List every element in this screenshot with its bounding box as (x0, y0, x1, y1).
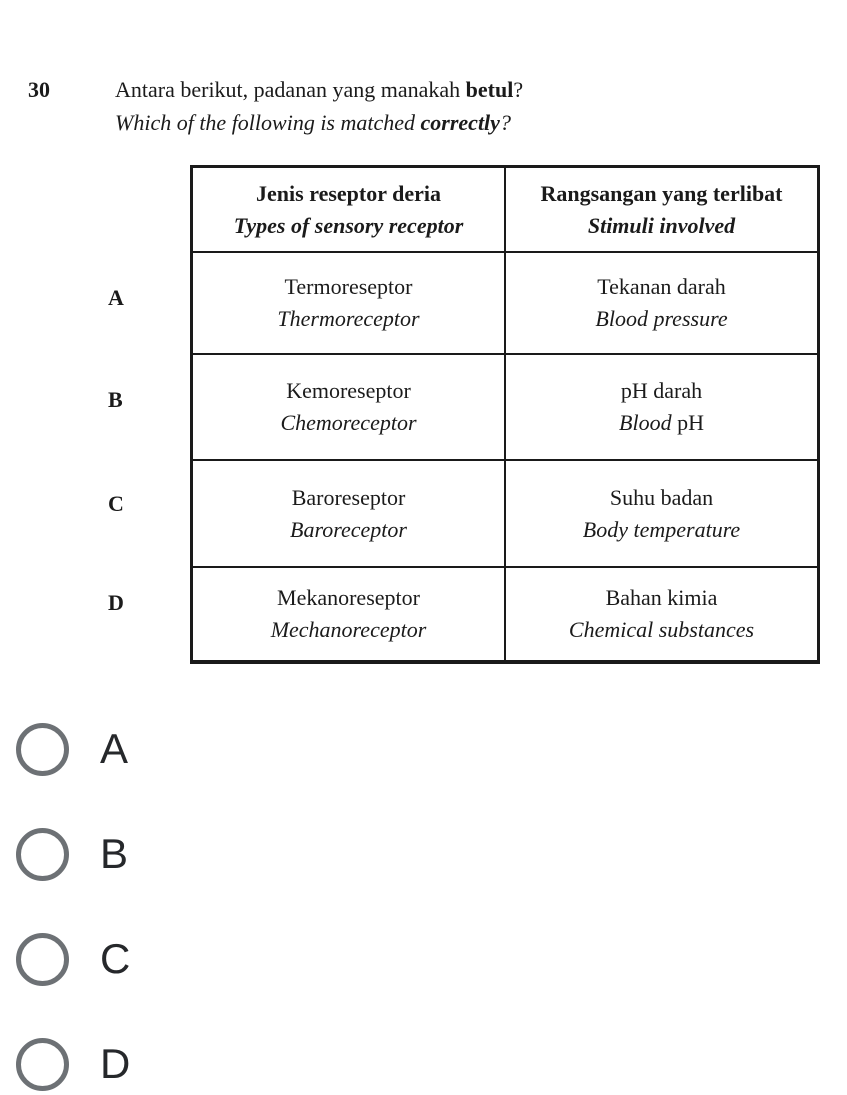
radio-button-d[interactable] (16, 1038, 69, 1091)
receptor-b-english: Chemoreceptor (280, 410, 417, 435)
table-row-letter-b: B (108, 387, 123, 412)
question-malay-post: ? (513, 77, 524, 102)
header-cell-stimulus: Rangsangan yang terlibat Stimuli involve… (504, 165, 820, 253)
header-cell-receptor: Jenis reseptor deria Types of sensory re… (190, 165, 506, 253)
stimulus-a-malay: Tekanan darah (597, 274, 726, 299)
option-b-label: B (100, 829, 129, 877)
question-malay-pre: Antara berikut, padanan yang manakah (115, 77, 466, 102)
stimulus-d-english: Chemical substances (568, 617, 755, 642)
header-receptor-english: Types of sensory receptor (233, 212, 464, 238)
table-row-letter-a: A (108, 285, 124, 310)
question-text-malay: Antara berikut, padanan yang manakah bet… (115, 73, 523, 106)
table-row-d: Mekanoreseptor Mechanoreceptor Bahan kim… (190, 566, 820, 663)
stimulus-d-malay: Bahan kimia (605, 585, 718, 610)
receptor-d-malay: Mekanoreseptor (277, 585, 420, 610)
table-row-c: Baroreseptor Baroreceptor Suhu badan Bod… (190, 459, 820, 568)
receptor-c-english: Baroreceptor (290, 516, 407, 542)
question-english-bold: correctly (420, 110, 500, 135)
receptor-a-english: Thermoreceptor (277, 306, 420, 331)
receptor-b-malay: Kemoreseptor (286, 378, 411, 403)
radio-button-c[interactable] (16, 933, 69, 986)
question-text-english: Which of the following is matched correc… (115, 106, 523, 139)
question-malay-bold: betul (465, 77, 514, 102)
table-row-letter-c: C (108, 491, 124, 516)
stimulus-a-english: Blood pressure (595, 306, 728, 331)
stimulus-c-malay: Suhu badan (609, 484, 714, 510)
option-c[interactable]: C (0, 933, 130, 986)
receptor-a-malay: Termoreseptor (284, 274, 413, 299)
header-stimulus-malay: Rangsangan yang terlibat (540, 180, 783, 206)
cell-receptor-b: Kemoreseptor Chemoreceptor (190, 353, 506, 461)
stimulus-c-english: Body temperature (582, 516, 741, 542)
stimulus-b-malay: pH darah (620, 378, 703, 403)
radio-button-b[interactable] (16, 828, 69, 881)
radio-button-a[interactable] (16, 723, 69, 776)
question-english-post: ? (499, 110, 511, 135)
question-text: Antara berikut, padanan yang manakah bet… (115, 73, 523, 139)
receptor-c-malay: Baroreseptor (291, 484, 406, 510)
option-c-label: C (100, 934, 131, 982)
cell-stimulus-d: Bahan kimia Chemical substances (504, 566, 820, 663)
stimulus-b-english-upright: pH (671, 410, 704, 435)
option-b[interactable]: B (0, 828, 130, 881)
cell-stimulus-b: pH darah Blood pH (504, 353, 820, 461)
cell-stimulus-a: Tekanan darah Blood pressure (504, 251, 820, 355)
option-a[interactable]: A (0, 723, 130, 776)
stimulus-b-english-italic: Blood (619, 410, 672, 435)
header-receptor-malay: Jenis reseptor deria (256, 180, 441, 206)
table-row-b: Kemoreseptor Chemoreceptor pH darah Bloo… (190, 353, 820, 461)
cell-receptor-d: Mekanoreseptor Mechanoreceptor (190, 566, 506, 663)
receptor-stimuli-table: Jenis reseptor deria Types of sensory re… (190, 165, 820, 664)
option-a-label: A (100, 724, 129, 772)
table-header-row: Jenis reseptor deria Types of sensory re… (190, 165, 820, 253)
cell-stimulus-c: Suhu badan Body temperature (504, 459, 820, 568)
question-number: 30 (28, 77, 50, 102)
table-row-letter-d: D (108, 590, 124, 615)
table-row-a: Termoreseptor Thermoreceptor Tekanan dar… (190, 251, 820, 355)
question-english-pre: Which of the following is matched (115, 110, 421, 135)
header-stimulus-english: Stimuli involved (587, 212, 736, 238)
receptor-d-english: Mechanoreceptor (270, 617, 427, 642)
option-d[interactable]: D (0, 1038, 130, 1091)
cell-receptor-a: Termoreseptor Thermoreceptor (190, 251, 506, 355)
option-d-label: D (100, 1039, 131, 1087)
answer-options: A B C D (0, 723, 130, 1091)
cell-receptor-c: Baroreseptor Baroreceptor (190, 459, 506, 568)
stimulus-b-english: Blood pH (506, 408, 817, 438)
